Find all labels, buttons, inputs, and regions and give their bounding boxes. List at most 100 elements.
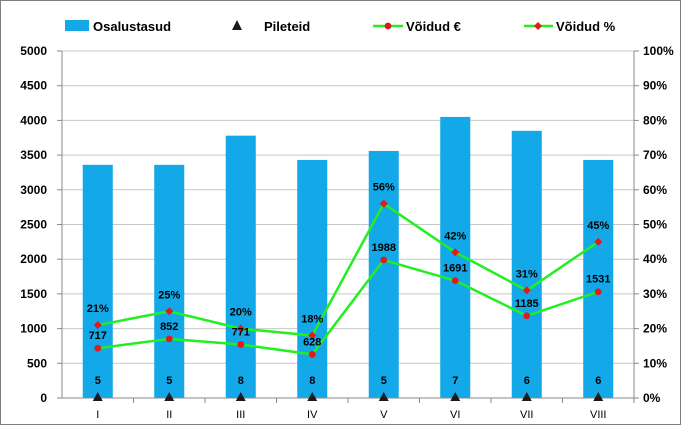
data-label-voidud-eur: 1988 [372,242,396,254]
y-right-tick-label: 10% [643,356,667,370]
point-voidud-pct [451,248,460,257]
legend-label-voidud-pct: Võidud % [556,19,616,34]
x-tick-label: VII [520,409,533,421]
data-label-voidud-eur: 1185 [515,298,539,310]
data-label-voidud-pct: 42% [444,230,466,242]
point-voidud-pct [165,307,174,316]
marker-series-pileteid [92,199,604,401]
bar-osalustasud [82,164,113,398]
y-right-tick-label: 50% [643,218,667,232]
data-label-pileteid: 5 [381,375,387,387]
x-tick-label: IV [307,409,318,421]
marker-pileteid [235,392,246,401]
legend-marker-pileteid [232,20,242,30]
y-left-tick-label: 3500 [20,148,47,162]
data-labels: 717 852 771 628 1988 1691 1185 1531 21% 25% 20% 18%… [87,182,611,387]
data-label-pileteid: 6 [524,375,530,387]
bar-osalustasud [154,164,185,398]
marker-pileteid [378,392,389,401]
data-label-voidud-eur: 1691 [443,263,467,275]
data-label-voidud-eur: 717 [89,330,107,342]
point-voidud-pct [236,324,245,333]
y-left-tick-label: 4500 [20,79,47,93]
marker-pileteid [164,392,175,401]
point-voidud-pct [594,237,603,246]
y-left-tick-label: 3000 [20,183,47,197]
y-left-tick-label: 500 [27,356,47,370]
data-label-pileteid: 7 [452,375,458,387]
data-label-voidud-pct: 21% [87,303,109,315]
y-left-tick-label: 2000 [20,252,47,266]
data-label-voidud-eur: 771 [232,326,250,338]
point-voidud-eur [523,312,531,320]
point-voidud-eur [94,344,102,352]
x-tick-label: V [380,409,388,421]
y-left-tick-label: 2500 [20,218,47,232]
point-voidud-eur [594,288,602,296]
x-tick-label: VI [450,409,460,421]
data-label-pileteid: 6 [595,375,601,387]
data-label-pileteid: 8 [309,375,315,387]
legend-swatch-osalustasud [65,20,89,31]
data-label-voidud-pct: 56% [373,182,395,194]
bar-osalustasud [583,159,614,398]
legend-point-voidud-pct [534,22,542,30]
x-tick-label: III [236,409,245,421]
data-label-voidud-pct: 45% [587,220,609,232]
y-right-tick-label: 20% [643,322,667,336]
bar-osalustasud [511,130,542,398]
line-series [97,201,599,356]
line-voidud-eur [97,258,599,356]
marker-pileteid [593,392,604,401]
point-voidud-pct [522,286,531,295]
data-label-pileteid: 5 [95,375,101,387]
point-voidud-eur [380,256,388,264]
point-voidud-eur [165,335,173,343]
y-right-tick-label: 30% [643,287,667,301]
y-right-tick-label: 90% [643,79,667,93]
y-right-tick-label: 60% [643,183,667,197]
line-voidud-pct [97,201,599,337]
y-left-tick-label: 1500 [20,287,47,301]
point-voidud-pct [379,199,388,208]
y-right-tick-label: 80% [643,113,667,127]
point-voidud-eur [237,341,245,348]
bar-osalustasud [225,135,256,398]
marker-pileteid [307,392,318,401]
x-tick-label: II [166,409,172,421]
x-tick-label: VIII [590,409,607,421]
x-tick-label: I [96,409,99,421]
data-label-pileteid: 8 [238,375,244,387]
y-left-tick-label: 1000 [20,322,47,336]
axes [57,50,639,403]
data-label-voidud-eur: 852 [160,321,178,333]
y-left-tick-label: 5000 [20,44,47,58]
bar-osalustasud [297,159,328,398]
y-left-tick-label: 0 [40,391,47,405]
data-label-pileteid: 5 [166,375,172,387]
point-voidud-pct [93,321,102,330]
bar-series-osalustasud [82,116,614,399]
y-right-tick-label: 40% [643,252,667,266]
y-right-tick-label: 0% [643,391,661,405]
marker-pileteid [92,392,103,401]
data-label-voidud-pct: 25% [158,289,180,301]
legend: Osalustasud Pileteid Võidud € Võidud % [65,19,616,34]
legend-label-osalustasud: Osalustasud [93,19,171,34]
marker-pileteid [521,392,532,401]
legend-label-pileteid: Pileteid [264,19,310,34]
y-left-tick-label: 4000 [20,113,47,127]
point-voidud-eur [308,351,316,358]
y-right-tick-label: 70% [643,148,667,162]
legend-point-voidud-eur [384,22,392,30]
data-label-voidud-pct: 18% [301,314,323,326]
data-label-voidud-pct: 31% [516,268,538,280]
legend-label-voidud-eur: Võidud € [406,19,461,34]
data-label-voidud-eur: 628 [303,336,321,348]
y-right-tick-label: 100% [643,44,674,58]
data-label-voidud-pct: 20% [230,307,252,319]
point-voidud-pct [308,331,317,340]
marker-pileteid [450,392,461,401]
